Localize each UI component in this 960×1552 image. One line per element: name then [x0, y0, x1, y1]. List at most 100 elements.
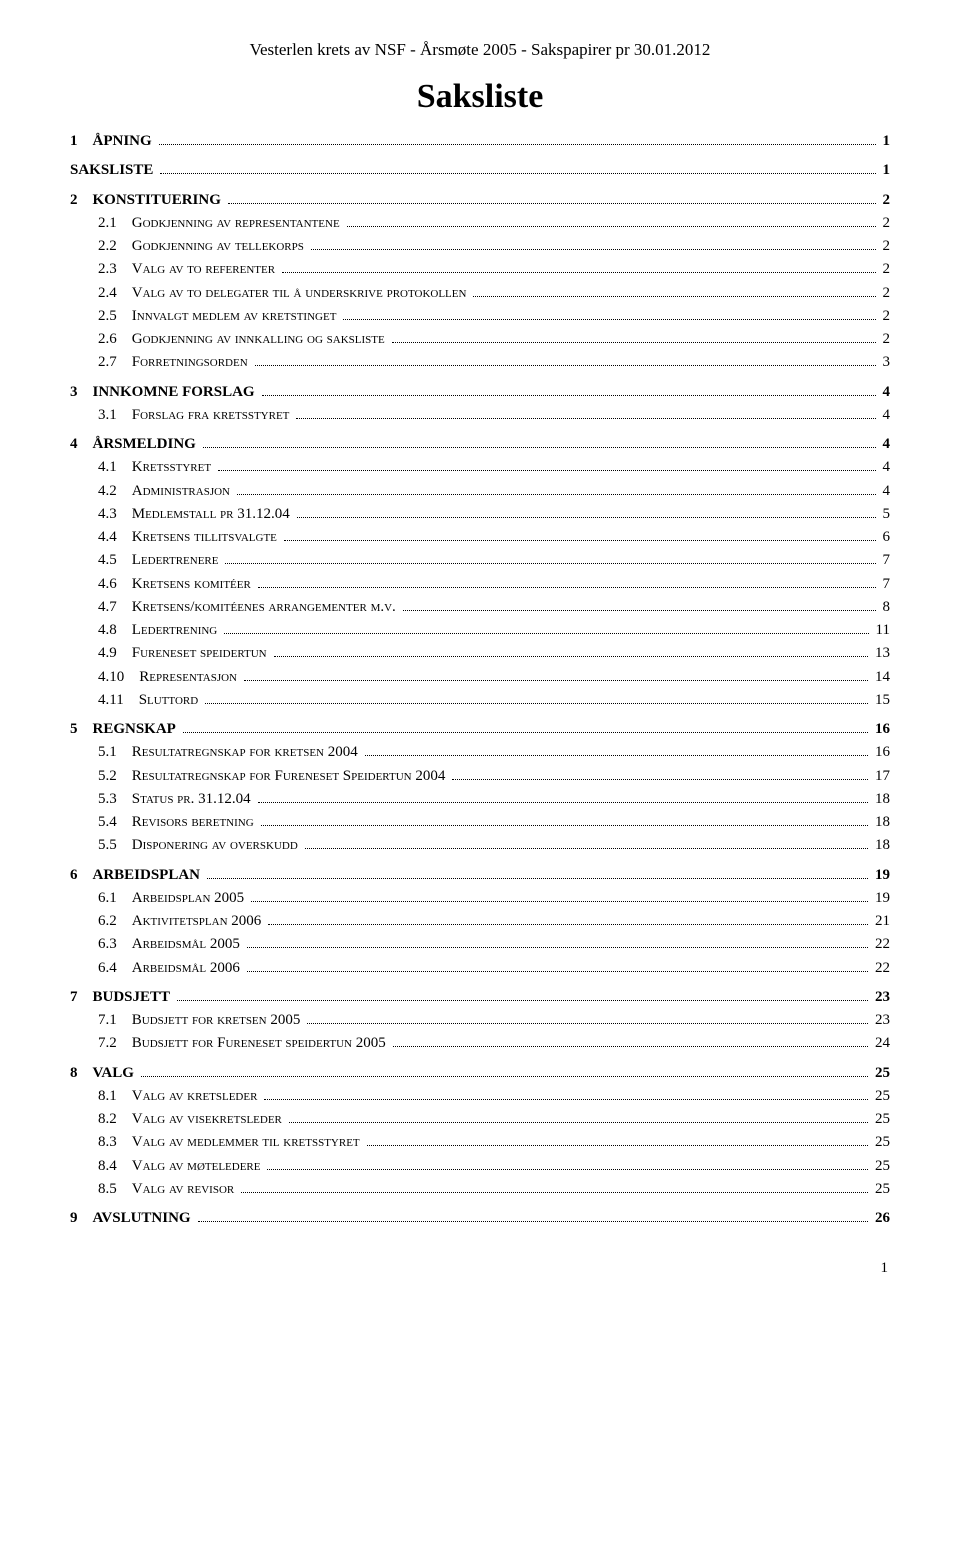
toc-number: 4.9 — [98, 645, 117, 661]
toc-text: ARBEIDSPLAN — [93, 867, 201, 883]
toc-page: 17 — [871, 765, 890, 788]
toc-text: Aktivitetsplan 2006 — [132, 913, 262, 929]
toc-entry: 2 KONSTITUERING2 — [70, 189, 890, 212]
toc-label: 8 VALG — [70, 1062, 138, 1085]
toc-text: ÅRSMELDING — [93, 436, 196, 452]
toc-number: 4.2 — [98, 483, 117, 499]
toc-page: 3 — [879, 351, 891, 374]
toc-entry: 6.4 Arbeidsmål 200622 — [98, 957, 890, 980]
toc-leader-dots — [198, 1221, 868, 1222]
toc-label: 4.4 Kretsens tillitsvalgte — [98, 526, 281, 549]
toc-leader-dots — [258, 802, 868, 803]
toc-text: Kretsens komitéer — [132, 576, 251, 592]
toc-leader-dots — [347, 226, 876, 227]
toc-entry: 5.1 Resultatregnskap for kretsen 200416 — [98, 741, 890, 764]
toc-page: 16 — [871, 718, 890, 741]
toc-page: 19 — [871, 887, 890, 910]
toc-text: Budsjett for kretsen 2005 — [132, 1012, 301, 1028]
toc-label: 2.6 Godkjenning av innkalling og sakslis… — [98, 328, 389, 351]
toc-number: 5.3 — [98, 791, 117, 807]
toc-label: 4.10 Representasjon — [98, 666, 241, 689]
toc-leader-dots — [392, 342, 876, 343]
toc-text: Kretsens/komitéenes arrangementer m.v. — [132, 599, 396, 615]
toc-text: Status pr. 31.12.04 — [132, 791, 251, 807]
toc-number: 2.2 — [98, 238, 117, 254]
toc-label: 6.1 Arbeidsplan 2005 — [98, 887, 248, 910]
toc-entry: 5.5 Disponering av overskudd18 — [98, 834, 890, 857]
toc-number: 6.4 — [98, 960, 117, 976]
toc-text: Ledertrenere — [132, 552, 219, 568]
toc-text: Fureneset speidertun — [132, 645, 267, 661]
toc-label: 2.7 Forretningsorden — [98, 351, 252, 374]
toc-entry: 5.3 Status pr. 31.12.0418 — [98, 788, 890, 811]
toc-entry: 8.4 Valg av møteledere 25 — [98, 1155, 890, 1178]
toc-page: 2 — [879, 235, 891, 258]
toc-text: Resultatregnskap for Fureneset Speidertu… — [132, 768, 446, 784]
toc-number: 4.10 — [98, 669, 124, 685]
toc-label: 1 ÅPNING — [70, 130, 156, 153]
toc-text: VALG — [93, 1065, 134, 1081]
toc-number: 4.1 — [98, 459, 117, 475]
toc-text: Godkjenning av innkalling og saksliste — [132, 331, 385, 347]
toc-page: 4 — [879, 480, 891, 503]
toc-page: 25 — [871, 1155, 890, 1178]
toc-entry: 9 AVSLUTNING 26 — [70, 1207, 890, 1230]
toc-leader-dots — [247, 947, 868, 948]
toc-text: Valg av revisor — [132, 1181, 234, 1197]
toc-label: 4.2 Administrasjon — [98, 480, 234, 503]
toc-entry: SAKSLISTE 1 — [70, 159, 890, 182]
toc-label: 5.4 Revisors beretning — [98, 811, 258, 834]
toc-text: Kretsens tillitsvalgte — [132, 529, 277, 545]
toc-label: SAKSLISTE — [70, 159, 157, 182]
toc-page: 13 — [871, 642, 890, 665]
toc-text: Valg av møteledere — [132, 1158, 261, 1174]
toc-text: BUDSJETT — [93, 989, 171, 1005]
toc-page: 1 — [879, 130, 891, 153]
toc-label: 4.11 Sluttord — [98, 689, 202, 712]
toc-leader-dots — [367, 1145, 868, 1146]
toc-text: Valg av kretsleder — [132, 1088, 258, 1104]
toc-page: 2 — [879, 305, 891, 328]
toc-entry: 8.1 Valg av kretsleder25 — [98, 1085, 890, 1108]
toc-text: SAKSLISTE — [70, 162, 153, 178]
toc-label: 3.1 Forslag fra kretsstyret — [98, 404, 293, 427]
toc-entry: 7 BUDSJETT23 — [70, 986, 890, 1009]
toc-number: 8.4 — [98, 1158, 117, 1174]
toc-label: 9 AVSLUTNING — [70, 1207, 195, 1230]
toc-label: 2.5 Innvalgt medlem av kretstinget — [98, 305, 340, 328]
toc-text: Forslag fra kretsstyret — [132, 407, 290, 423]
toc-leader-dots — [228, 203, 876, 204]
toc-entry: 7.2 Budsjett for Fureneset speidertun 20… — [98, 1032, 890, 1055]
toc-entry: 6.2 Aktivitetsplan 200621 — [98, 910, 890, 933]
toc-text: REGNSKAP — [93, 721, 176, 737]
toc-text: Forretningsorden — [132, 354, 248, 370]
toc-page: 4 — [879, 456, 891, 479]
toc-label: 4.6 Kretsens komitéer — [98, 573, 255, 596]
toc-page: 18 — [871, 811, 890, 834]
toc-leader-dots — [160, 173, 875, 174]
toc-number: 4 — [70, 436, 78, 452]
toc-page: 5 — [879, 503, 891, 526]
toc-entry: 8.2 Valg av visekretsleder25 — [98, 1108, 890, 1131]
toc-page: 16 — [871, 741, 890, 764]
toc-label: 5 REGNSKAP — [70, 718, 180, 741]
toc-page: 1 — [879, 159, 891, 182]
toc-leader-dots — [244, 680, 868, 681]
toc-leader-dots — [452, 779, 868, 780]
toc-number: 6 — [70, 867, 78, 883]
toc-leader-dots — [183, 732, 868, 733]
toc-leader-dots — [296, 418, 875, 419]
toc-label: 5.2 Resultatregnskap for Fureneset Speid… — [98, 765, 449, 788]
toc-number: 2.7 — [98, 354, 117, 370]
toc-leader-dots — [365, 755, 868, 756]
toc-leader-dots — [274, 656, 868, 657]
toc-page: 25 — [871, 1131, 890, 1154]
toc-label: 8.2 Valg av visekretsleder — [98, 1108, 286, 1131]
toc-label: 4.5 Ledertrenere — [98, 549, 222, 572]
toc-page: 26 — [871, 1207, 890, 1230]
toc-number: 4.3 — [98, 506, 117, 522]
toc-number: 6.1 — [98, 890, 117, 906]
toc-page: 21 — [871, 910, 890, 933]
toc-entry: 4.8 Ledertrening11 — [98, 619, 890, 642]
toc-number: 6.3 — [98, 936, 117, 952]
